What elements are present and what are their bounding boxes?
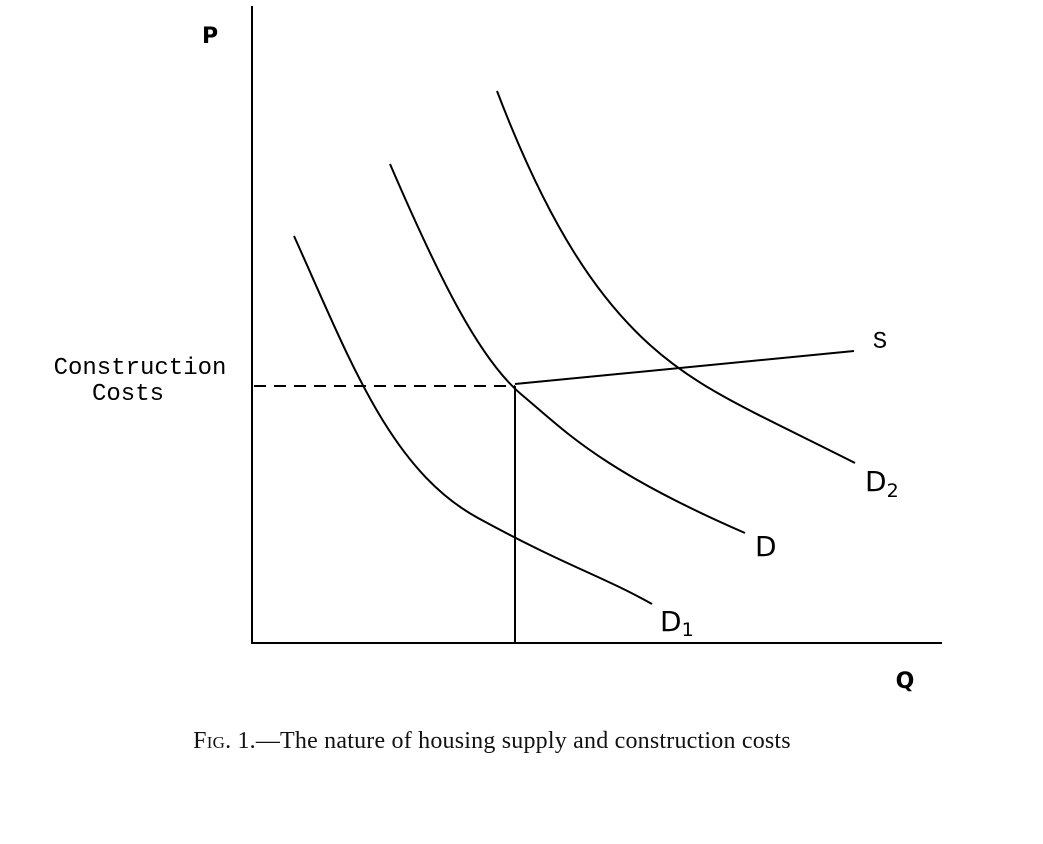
demand-curve-d1-subscript: 1 [682,619,694,641]
demand-curve-d2 [496,90,856,464]
construction-costs-label-line2: Costs [92,381,164,408]
figure-caption: Fig. 1.—The nature of housing supply and… [0,728,984,755]
y-axis-label: P [202,24,218,49]
x-axis-label: Q [896,669,915,694]
demand-curve-d2-letter: D [865,465,887,498]
demand-curve-d-label: D [755,530,777,563]
caption-text: . 1.—The nature of housing supply and co… [225,728,791,754]
supply-curve-label: S [873,329,887,356]
demand-curve-d [389,163,746,534]
demand-curve-d1 [293,235,653,605]
demand-curve-d2-label: D2 [865,465,899,502]
caption-fig-initial: F [193,728,207,754]
housing-supply-diagram: P Q Construction Costs S D1 D D2 [54,6,942,694]
demand-curve-d1-label: D1 [660,605,694,641]
demand-curve-d1-letter: D [660,605,682,638]
supply-curve [514,350,855,385]
caption-fig-rest: ig [206,733,226,752]
demand-curve-d2-subscript: 2 [887,480,899,502]
construction-costs-label-line1: Construction [54,355,227,382]
